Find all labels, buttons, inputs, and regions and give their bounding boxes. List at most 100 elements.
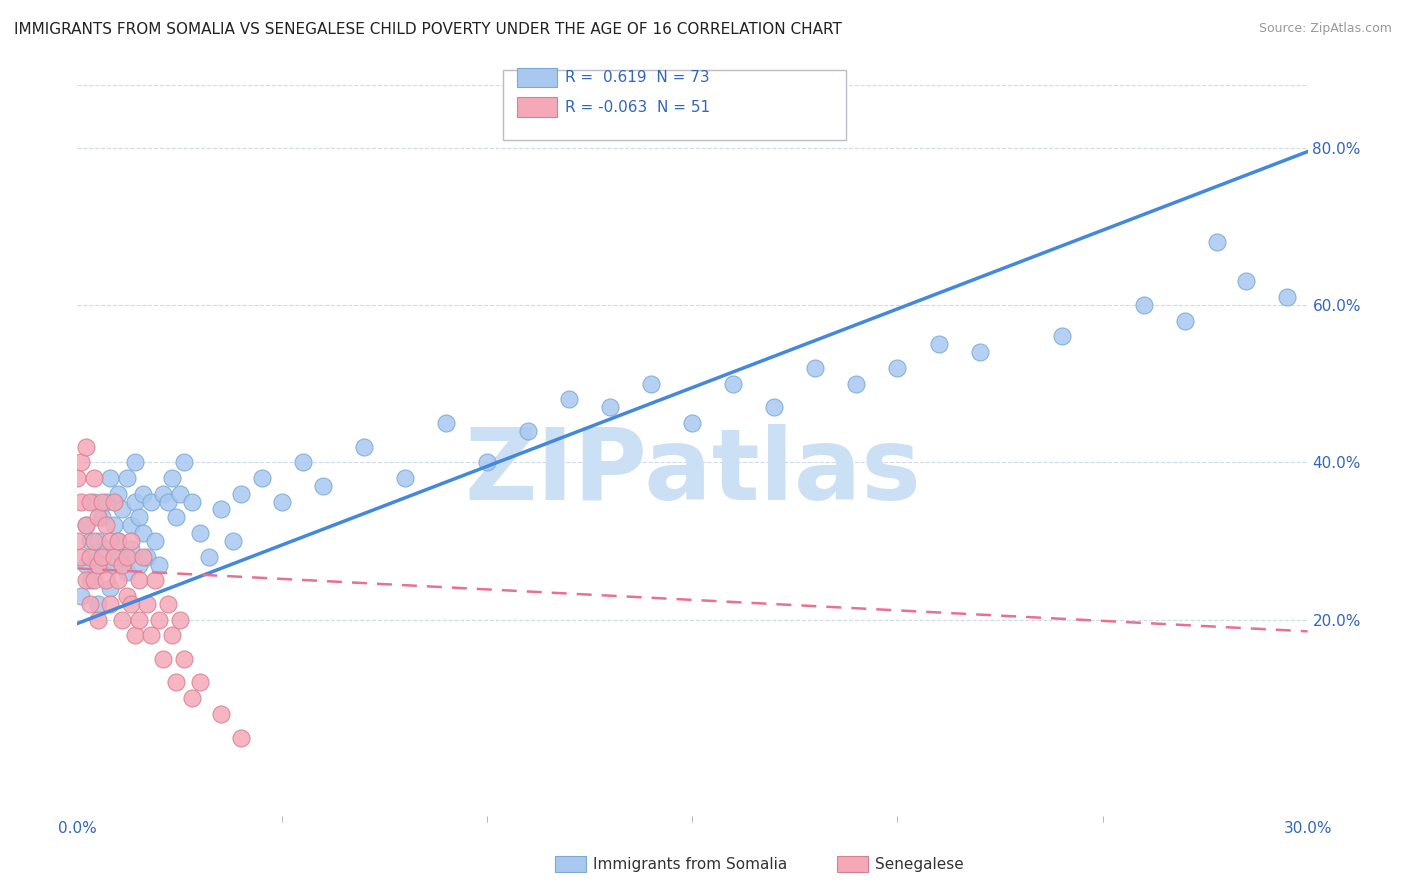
Point xyxy=(271,494,294,508)
Point xyxy=(181,494,204,508)
Point xyxy=(98,597,121,611)
Point xyxy=(120,597,142,611)
Point xyxy=(103,549,125,564)
Point xyxy=(87,597,110,611)
Point xyxy=(70,494,93,508)
Point xyxy=(107,533,129,548)
Point xyxy=(115,589,138,603)
Point xyxy=(70,589,93,603)
Point xyxy=(436,416,458,430)
Point xyxy=(75,440,97,454)
Point xyxy=(87,613,110,627)
Point xyxy=(165,675,187,690)
Point xyxy=(477,455,499,469)
Point xyxy=(79,533,101,548)
Point xyxy=(209,502,232,516)
Point xyxy=(79,573,101,587)
Point xyxy=(143,573,166,587)
Point xyxy=(1174,314,1197,328)
Point xyxy=(291,455,314,469)
Point xyxy=(1050,329,1073,343)
Point xyxy=(98,533,121,548)
Point xyxy=(111,502,134,516)
Point xyxy=(169,486,191,500)
Point xyxy=(928,337,950,351)
Point xyxy=(103,518,125,533)
Text: Senegalese: Senegalese xyxy=(875,857,963,871)
Point xyxy=(90,510,114,524)
Point xyxy=(1234,274,1257,288)
Point xyxy=(181,691,204,706)
Point xyxy=(120,541,142,556)
Point xyxy=(111,549,134,564)
Point xyxy=(124,455,146,469)
Point xyxy=(231,486,253,500)
Point xyxy=(173,455,195,469)
Point xyxy=(83,494,105,508)
Point xyxy=(115,566,138,580)
Text: Immigrants from Somalia: Immigrants from Somalia xyxy=(593,857,787,871)
Point xyxy=(558,392,581,407)
Point xyxy=(111,613,134,627)
Point xyxy=(66,533,89,548)
Point xyxy=(148,558,170,572)
Point xyxy=(169,613,191,627)
Point xyxy=(165,510,187,524)
Point xyxy=(94,494,117,508)
Point xyxy=(87,510,110,524)
Point xyxy=(103,494,125,508)
Text: R =  0.619  N = 73: R = 0.619 N = 73 xyxy=(565,70,710,85)
Point xyxy=(160,628,183,642)
Point xyxy=(83,533,105,548)
Point xyxy=(103,558,125,572)
Point xyxy=(173,652,195,666)
Point xyxy=(115,471,138,485)
Point xyxy=(152,652,174,666)
Point xyxy=(83,471,105,485)
Point xyxy=(599,401,621,415)
Point xyxy=(115,549,138,564)
Point xyxy=(160,471,183,485)
Text: ZIPatlas: ZIPatlas xyxy=(464,424,921,521)
Point xyxy=(66,471,89,485)
Point xyxy=(1132,298,1154,312)
Point xyxy=(188,526,212,541)
Point xyxy=(132,526,155,541)
Point xyxy=(87,533,110,548)
Point xyxy=(250,471,273,485)
Point xyxy=(763,401,786,415)
Point xyxy=(124,628,146,642)
Point xyxy=(83,573,105,587)
Point xyxy=(845,376,868,391)
Point xyxy=(394,471,416,485)
Point xyxy=(128,613,150,627)
Point xyxy=(209,706,232,721)
Point xyxy=(886,360,908,375)
Point xyxy=(75,573,97,587)
Point xyxy=(141,494,163,508)
Point xyxy=(128,573,150,587)
Point xyxy=(640,376,662,391)
Point xyxy=(124,494,146,508)
Point xyxy=(141,628,163,642)
Point xyxy=(75,518,97,533)
Point xyxy=(79,494,101,508)
Point xyxy=(148,613,170,627)
Point xyxy=(70,549,93,564)
Point xyxy=(353,440,375,454)
Point xyxy=(90,549,114,564)
Point xyxy=(98,581,121,595)
Point xyxy=(156,597,179,611)
Point xyxy=(107,533,129,548)
Point xyxy=(156,494,179,508)
Point xyxy=(136,597,159,611)
Text: IMMIGRANTS FROM SOMALIA VS SENEGALESE CHILD POVERTY UNDER THE AGE OF 16 CORRELAT: IMMIGRANTS FROM SOMALIA VS SENEGALESE CH… xyxy=(14,22,842,37)
Point xyxy=(231,731,253,745)
Text: R = -0.063  N = 51: R = -0.063 N = 51 xyxy=(565,100,710,114)
Point xyxy=(94,573,117,587)
Text: Source: ZipAtlas.com: Source: ZipAtlas.com xyxy=(1258,22,1392,36)
Point xyxy=(143,533,166,548)
Point xyxy=(128,558,150,572)
Point xyxy=(75,518,97,533)
Point xyxy=(723,376,745,391)
